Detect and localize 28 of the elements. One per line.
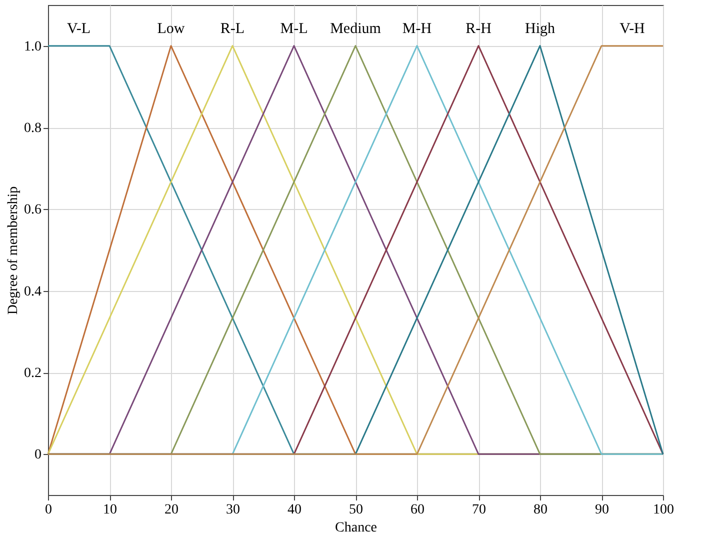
x-tick-label: 90 (595, 502, 609, 518)
x-tick-label: 100 (653, 502, 674, 518)
x-tick-label: 50 (349, 502, 363, 518)
x-tick-label: 40 (288, 502, 302, 518)
series-label: Medium (330, 20, 382, 37)
x-tick-label: 80 (534, 502, 548, 518)
x-axis-title: Chance (335, 520, 377, 536)
y-tick-label: 1.0 (24, 39, 42, 54)
y-tick-label: 0 (34, 448, 42, 463)
y-tick-label: 0.2 (24, 366, 42, 381)
series-label: V-H (620, 20, 646, 37)
y-tick-label: 0.4 (24, 284, 42, 300)
x-tick-label: 0 (45, 502, 52, 518)
series-label: R-H (466, 20, 492, 37)
series-label: High (525, 20, 556, 37)
series-label: M-L (280, 20, 308, 37)
y-tick-label: 0.8 (24, 121, 42, 136)
y-tick-label: 0.6 (24, 202, 42, 218)
x-tick-label: 10 (103, 502, 117, 518)
x-tick-label: 20 (164, 502, 178, 518)
x-tick-label: 60 (410, 502, 424, 518)
y-axis-title: Degree of membership (6, 186, 21, 315)
series-label: R-L (220, 20, 245, 37)
series-label: M-H (402, 20, 432, 37)
series-label: Low (157, 20, 185, 37)
series-label: V-L (66, 20, 91, 37)
x-tick-label: 70 (472, 502, 486, 518)
x-tick-label: 30 (226, 502, 240, 518)
